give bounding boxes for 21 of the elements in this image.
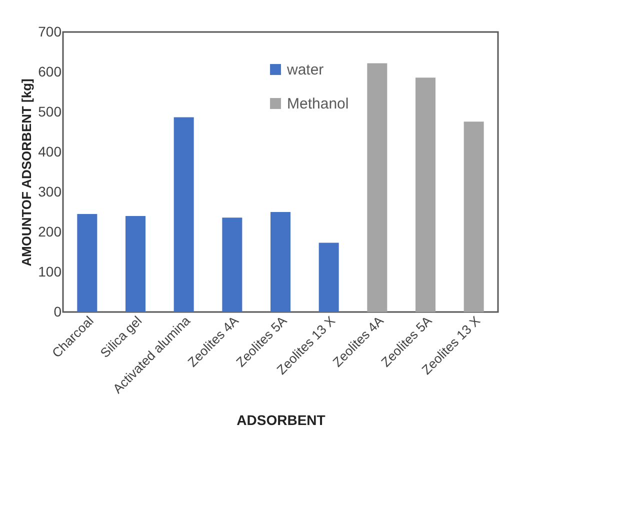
bar: [318, 242, 339, 312]
y-tick-label: 0: [54, 304, 62, 320]
y-tick-label: 200: [38, 224, 62, 240]
bar: [77, 214, 98, 312]
y-tick-label: 500: [38, 104, 62, 120]
legend-label: Methanol: [287, 96, 349, 112]
y-tick-label: 300: [38, 184, 62, 200]
y-tick-label: 700: [38, 24, 62, 40]
y-tick-label: 400: [38, 144, 62, 160]
bar: [126, 216, 146, 312]
bar: [367, 63, 388, 312]
bar: [174, 117, 194, 312]
y-tick-label: 100: [38, 264, 62, 280]
bar: [464, 122, 484, 312]
bar: [270, 212, 290, 312]
bar: [416, 78, 436, 312]
legend-label: water: [286, 62, 324, 78]
x-axis-title: ADSORBENT: [236, 412, 326, 428]
bar: [222, 218, 242, 312]
y-tick-label: 600: [38, 64, 62, 80]
y-axis-title: AMOUNTOF ADSORBENT [kg]: [19, 78, 34, 266]
